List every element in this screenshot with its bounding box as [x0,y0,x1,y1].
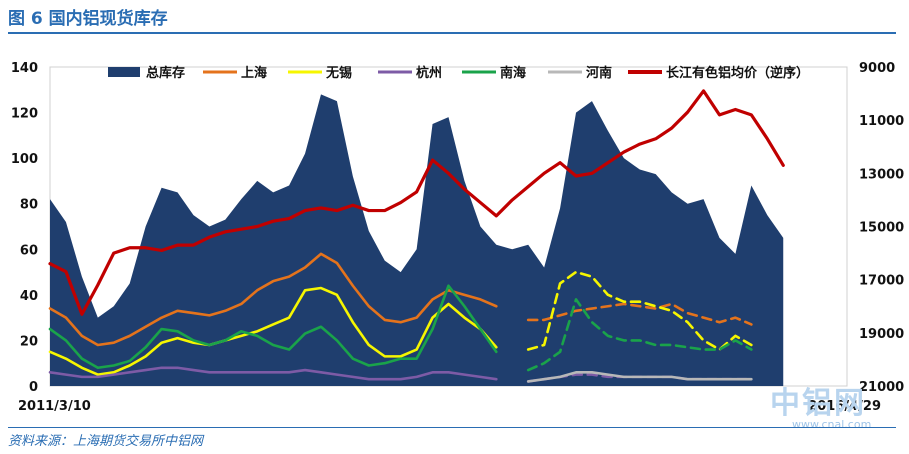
watermark-url: www.cnal.com [792,418,872,431]
series-line-wuxi [526,270,753,351]
y-left-tick-label: 60 [20,243,38,258]
y-left-tick-label: 100 [11,152,38,167]
series-line-shanghai [526,302,753,326]
watermark-logo-text: 中铝网 [770,386,866,421]
series-line-changjiang-price [48,89,785,316]
legend-label-shanghai: 上海 [241,65,267,81]
y-left-tick-label: 140 [11,61,38,76]
x-start-label: 2011/3/10 [18,399,91,414]
legend-label-nanhai: 南海 [500,65,526,81]
y-right-tick-label: 21000 [859,380,904,395]
series-line-wuxi [48,286,498,376]
x-end-label: 2016/4/29 [808,399,881,414]
series-line-nanhai [526,298,753,372]
y-right-tick-label: 17000 [859,274,904,289]
y-right-tick-label: 15000 [859,221,904,236]
y-right-tick-label: 11000 [859,114,904,129]
legend-label-henan: 河南 [586,65,612,81]
series-line-hangzhou [48,366,498,381]
series-line-shanghai [48,252,498,347]
footer-divider [8,427,896,428]
legend-label-total: 总库存 [146,65,185,81]
series-line-nanhai [48,284,498,370]
y-right-tick-label: 19000 [859,327,904,342]
y-left-tick-label: 0 [29,380,38,395]
title-divider [8,32,896,34]
series-area-total-inventory [50,94,784,386]
y-left-tick-label: 40 [20,289,38,304]
series-line-henan [526,371,753,383]
watermark: 中铝网 www.cnal.com [770,378,871,431]
source-note: 资料来源：上海期货交易所中铝网 [8,434,204,449]
page-title: 图 6 国内铝现货库存 [8,9,168,29]
legend-swatch-total [108,67,140,77]
y-right-tick-label: 9000 [859,61,895,76]
y-left-tick-label: 80 [20,198,38,213]
y-left-tick-label: 120 [11,107,38,122]
y-left-tick-label: 20 [20,334,38,349]
legend-label-changjiang-price: 长江有色铝均价（逆序） [666,65,809,81]
legend-label-wuxi: 无锡 [325,65,352,81]
y-right-tick-label: 13000 [859,167,904,182]
legend-label-hangzhou: 杭州 [416,65,442,81]
